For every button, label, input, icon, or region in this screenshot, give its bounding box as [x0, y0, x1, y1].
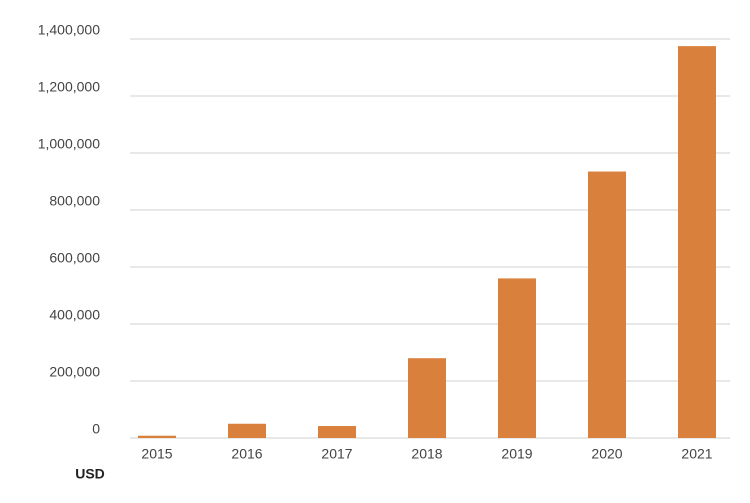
y-tick-label: 1,400,000: [38, 22, 100, 38]
x-tick-label: 2018: [411, 446, 442, 462]
bar: [408, 358, 446, 438]
x-tick-label: 2021: [681, 446, 712, 462]
bar: [588, 171, 626, 438]
y-tick-label: 400,000: [49, 307, 100, 323]
x-tick-label: 2016: [231, 446, 262, 462]
bar: [138, 435, 176, 438]
bar: [228, 423, 266, 438]
x-tick-label: 2020: [591, 446, 622, 462]
x-tick-label: 2019: [501, 446, 532, 462]
y-tick-label: 600,000: [49, 250, 100, 266]
y-axis-unit: USD: [75, 466, 105, 482]
y-tick-label: 200,000: [49, 364, 100, 380]
x-tick-label: 2015: [141, 446, 172, 462]
y-tick-label: 800,000: [49, 193, 100, 209]
bar: [498, 278, 536, 438]
bar: [318, 426, 356, 438]
y-tick-label: 1,200,000: [38, 79, 100, 95]
y-tick-label: 0: [92, 421, 100, 437]
y-tick-label: 1,000,000: [38, 136, 100, 152]
bar: [678, 46, 716, 438]
x-tick-label: 2017: [321, 446, 352, 462]
